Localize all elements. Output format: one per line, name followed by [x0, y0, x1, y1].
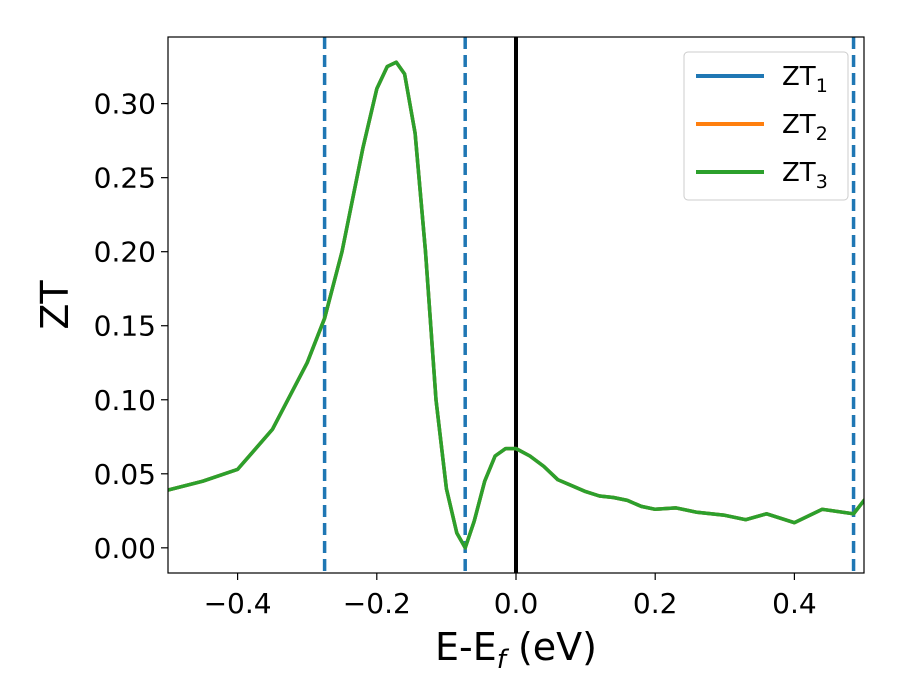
legend-label-3-main: ZT	[782, 158, 816, 188]
legend-label-3-sub: 3	[816, 171, 828, 193]
y-tick-label: 0.05	[94, 458, 156, 491]
series-line-ZT3	[168, 60, 864, 550]
y-tick-label: 0.10	[94, 384, 156, 417]
y-tick-label: 0.15	[94, 310, 156, 343]
x-axis-title: E-Ef (eV)	[435, 625, 597, 675]
legend-label-1: ZT1	[782, 62, 828, 97]
x-tick-label: −0.4	[204, 587, 272, 620]
y-tick-label: 0.00	[94, 532, 156, 565]
x-tick-label: −0.2	[343, 587, 411, 620]
legend-entry-3: ZT3	[696, 158, 828, 193]
x-tick-label: 0.4	[772, 587, 817, 620]
legend-entry-1: ZT1	[696, 62, 828, 97]
legend-label-2-sub: 2	[816, 123, 828, 145]
legend-box	[683, 51, 849, 201]
y-tick-label: 0.25	[94, 162, 156, 195]
y-axis: 0.00 0.05 0.10 0.15 0.20 0.25 0.30	[94, 88, 168, 565]
legend-label-2-main: ZT	[782, 110, 816, 140]
x-axis: −0.4 −0.2 0.0 0.2 0.4	[204, 573, 817, 620]
series-lines	[168, 60, 864, 550]
legend-label-3: ZT3	[782, 158, 828, 193]
reference-lines	[322, 37, 856, 573]
legend-label-1-sub: 1	[816, 75, 828, 97]
y-tick-label: 0.20	[94, 236, 156, 269]
legend-label-2: ZT2	[782, 110, 828, 145]
x-axis-title-main: E-E	[435, 625, 497, 669]
legend-entry-2: ZT2	[696, 110, 828, 145]
y-tick-label: 0.30	[94, 88, 156, 121]
legend-label-1-main: ZT	[782, 62, 816, 92]
y-axis-title: ZT	[33, 280, 77, 330]
legend: ZT1 ZT2 ZT3	[683, 51, 849, 201]
x-tick-label: 0.0	[494, 587, 539, 620]
x-tick-label: 0.2	[633, 587, 678, 620]
x-axis-title-unit: (eV)	[506, 625, 597, 669]
